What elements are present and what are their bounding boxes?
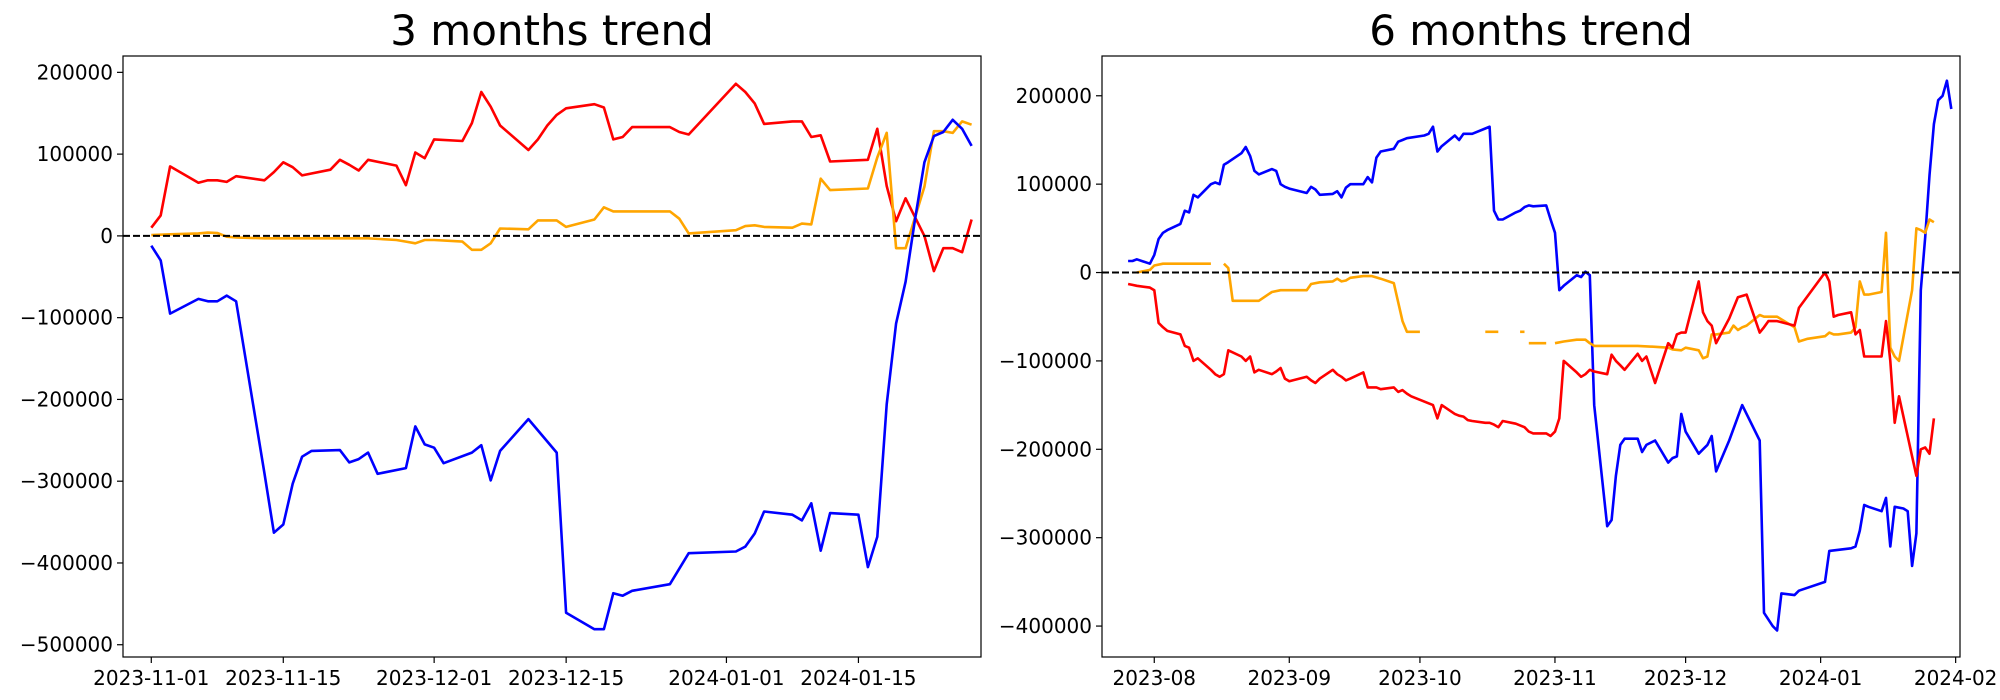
x-tick-label: 2024-01-01 <box>668 666 784 690</box>
blue-series-line <box>1128 79 1953 632</box>
x-tick-label: 2023-11 <box>1513 666 1597 690</box>
y-tick-label: 200000 <box>37 60 113 84</box>
x-tick-label: 2024-01 <box>1779 666 1863 690</box>
x-tick-label: 2024-01-15 <box>800 666 916 690</box>
blue-series-line <box>150 118 973 631</box>
orange-series-line <box>1222 262 1420 334</box>
series-layer <box>1127 79 1953 632</box>
y-tick-label: −100000 <box>20 306 113 330</box>
x-tick-label: 2023-10 <box>1378 666 1462 690</box>
x-tick-label: 2023-11-01 <box>93 666 209 690</box>
red-series-line <box>1127 271 1936 478</box>
chart-title: 3 months trend <box>390 6 714 55</box>
x-tick-label: 2023-11-15 <box>225 666 341 690</box>
y-tick-label: −400000 <box>20 551 113 575</box>
y-tick-label: 200000 <box>1016 84 1092 108</box>
chart-title: 6 months trend <box>1369 6 1693 55</box>
y-tick-label: −300000 <box>999 526 1092 550</box>
y-tick-label: 0 <box>1079 261 1092 285</box>
x-tick-label: 2023-09 <box>1247 666 1331 690</box>
ticks-layer: −400000 −300000 −200000 −100000 0 100000 20000… <box>999 84 1998 690</box>
y-tick-label: 100000 <box>37 142 113 166</box>
plot-frame <box>1101 55 1961 658</box>
x-tick-label: 2023-12-01 <box>376 666 492 690</box>
y-tick-label: −500000 <box>20 633 113 657</box>
chart-6-months-trend: 6 months trend −400000 −300000 −200000 −100… <box>999 6 1998 690</box>
y-tick-label: −200000 <box>20 387 113 411</box>
y-tick-label: 0 <box>100 224 113 248</box>
x-tick-label: 2024-02 <box>1914 666 1998 690</box>
y-tick-label: −100000 <box>999 349 1092 373</box>
orange-series-line <box>151 120 973 252</box>
x-tick-label: 2023-12 <box>1644 666 1728 690</box>
y-tick-label: −400000 <box>999 614 1092 638</box>
y-tick-label: −200000 <box>999 437 1092 461</box>
x-tick-label: 2023-08 <box>1112 666 1196 690</box>
y-tick-label: −300000 <box>20 469 113 493</box>
y-tick-label: 100000 <box>1016 172 1092 196</box>
orange-series-line <box>1136 262 1211 274</box>
chart-3-months-trend: 3 months trend −500000 −400000 −300000 −200… <box>20 6 982 690</box>
x-tick-label: 2023-12-15 <box>508 666 624 690</box>
series-layer <box>150 82 973 631</box>
plot-frame <box>122 55 982 658</box>
ticks-layer: −500000 −400000 −300000 −200000 −100000 0 1000… <box>20 60 917 690</box>
orange-series-line <box>1554 218 1935 363</box>
red-series-line <box>150 82 973 273</box>
